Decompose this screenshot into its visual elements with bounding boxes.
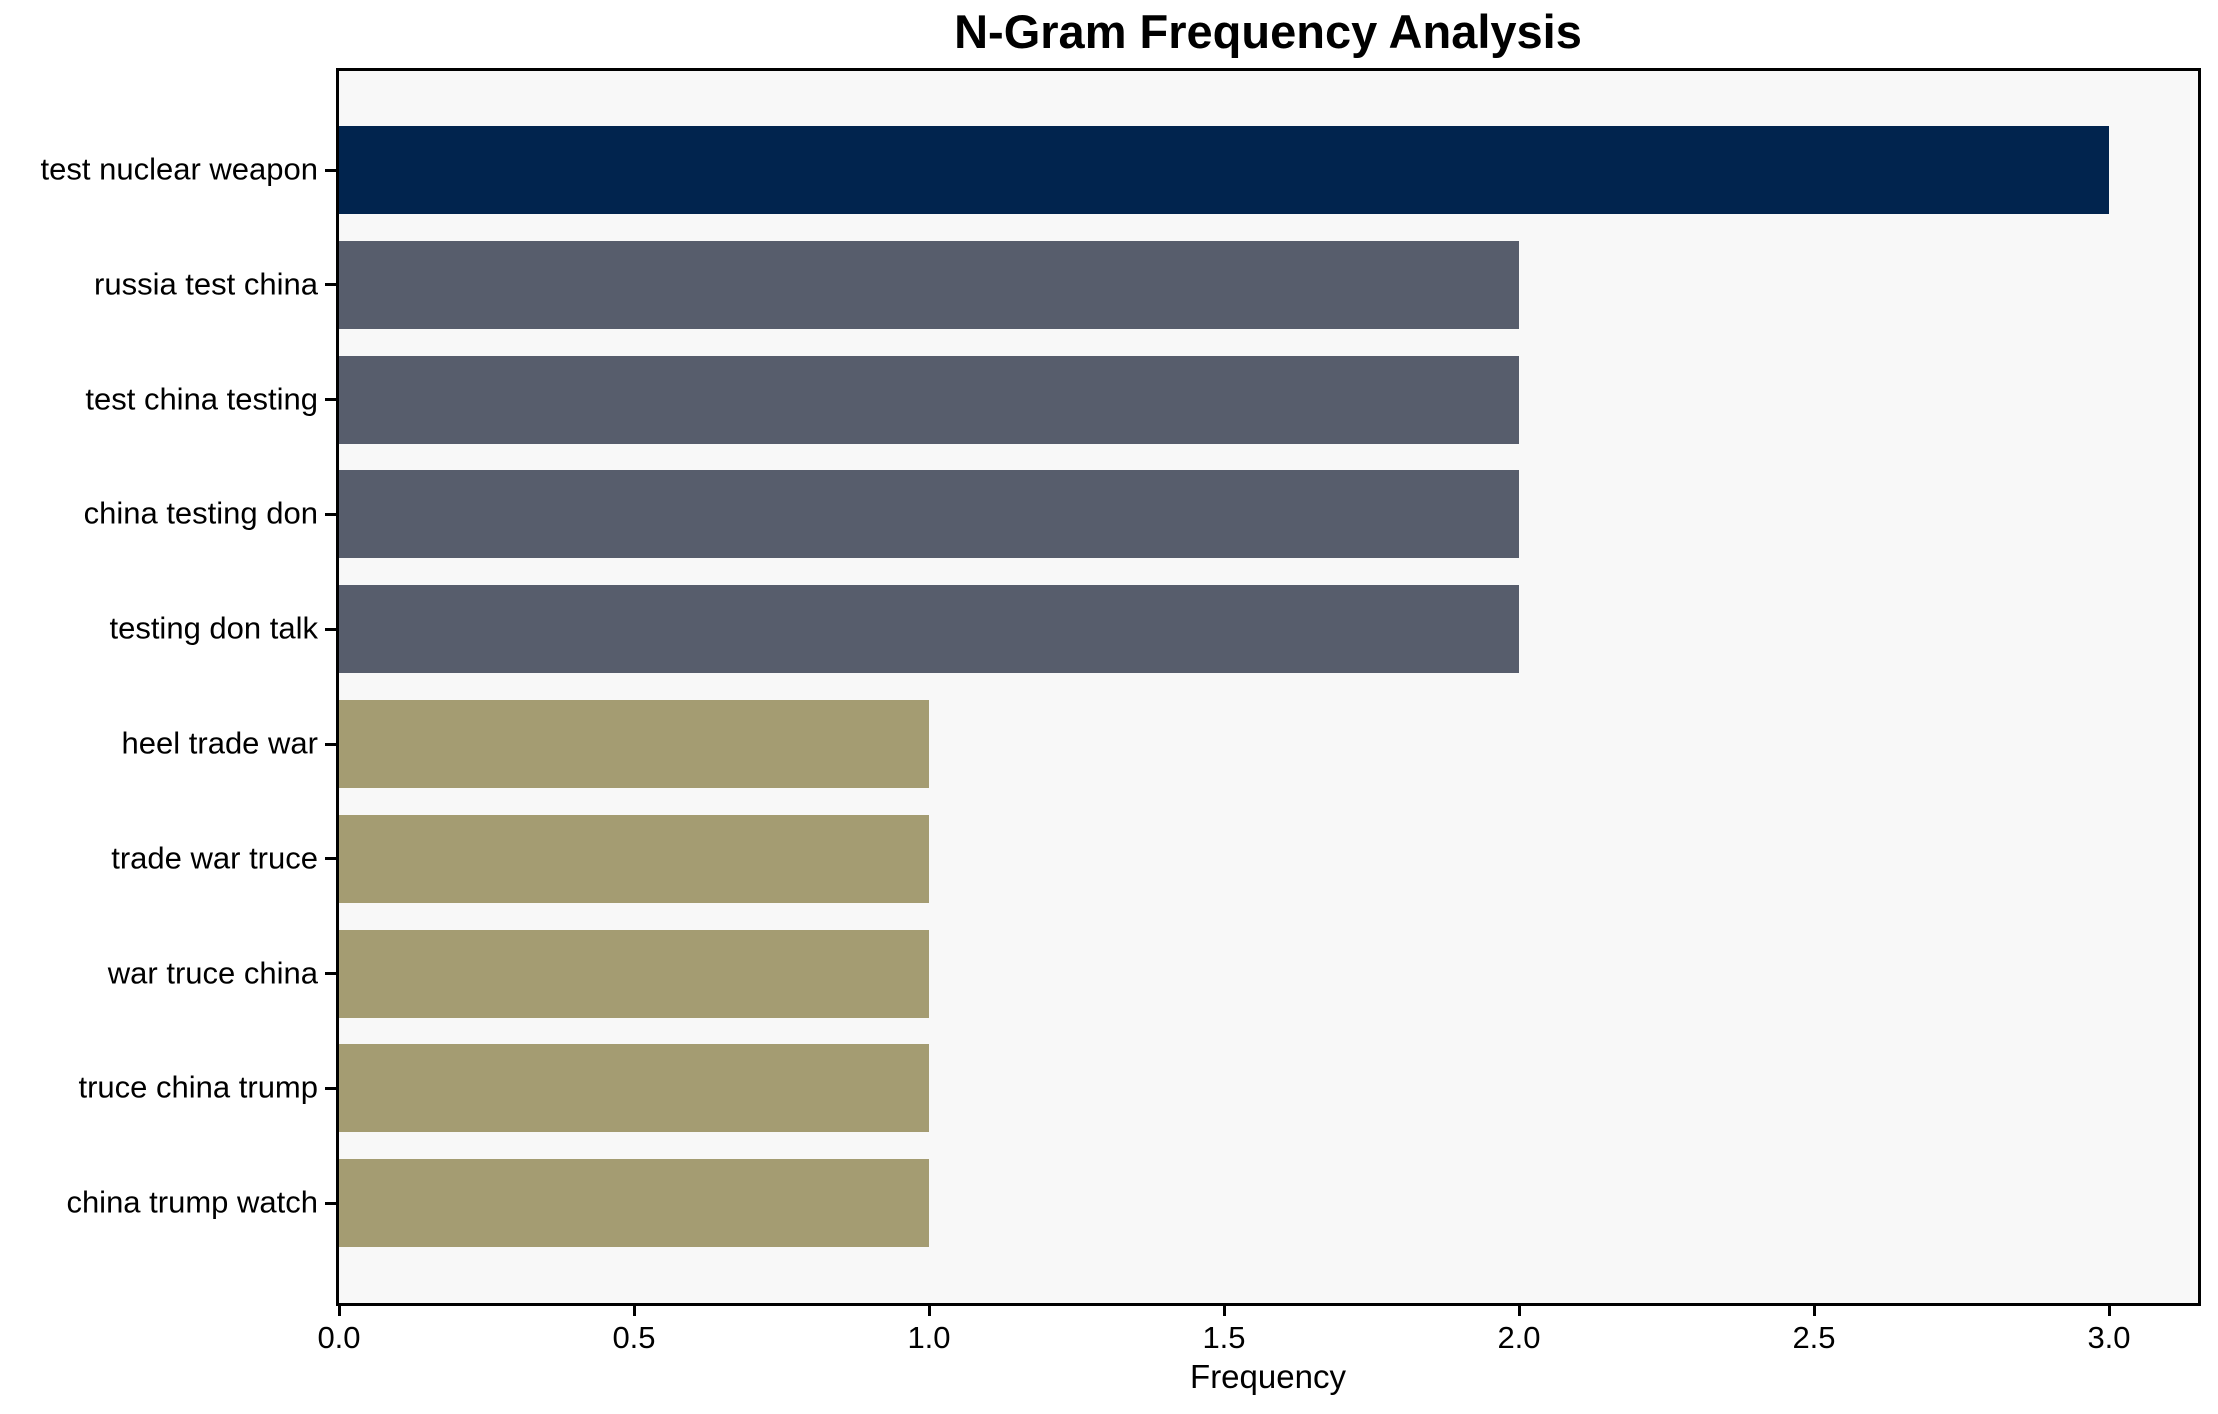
y-axis-label: china testing don xyxy=(83,495,318,531)
x-tick xyxy=(1517,1303,1521,1316)
y-tick xyxy=(325,512,336,516)
bar xyxy=(339,240,1519,329)
x-tick xyxy=(632,1303,636,1316)
bar xyxy=(339,1159,929,1248)
y-axis-label: china trump watch xyxy=(66,1184,318,1220)
bar xyxy=(339,700,929,788)
bar xyxy=(339,929,929,1018)
x-tick xyxy=(337,1303,341,1316)
x-tick xyxy=(2107,1303,2111,1316)
y-axis-label: heel trade war xyxy=(121,725,318,761)
y-tick xyxy=(325,1086,336,1090)
y-axis-label: truce china trump xyxy=(78,1069,319,1105)
y-tick xyxy=(325,398,336,402)
y-tick xyxy=(325,283,336,287)
x-axis-title: Frequency xyxy=(1190,1358,1346,1395)
x-tick xyxy=(1812,1303,1816,1316)
y-tick xyxy=(325,857,336,861)
y-axis-labels: test nuclear weapon russia test china test… xyxy=(0,0,318,1414)
y-axis-label: war truce china xyxy=(107,954,318,990)
bar xyxy=(339,814,929,903)
x-tick-label: 3.0 xyxy=(2087,1320,2131,1355)
x-tick-label: 1.5 xyxy=(1202,1320,1246,1355)
bar xyxy=(339,355,1519,444)
bar xyxy=(339,1044,929,1133)
x-tick-label: 0.0 xyxy=(317,1320,361,1355)
bar xyxy=(339,585,1519,674)
x-tick-label: 2.0 xyxy=(1497,1320,1541,1355)
y-tick xyxy=(325,742,336,746)
x-tick xyxy=(927,1303,931,1316)
y-axis-label: testing don talk xyxy=(109,610,318,646)
y-axis-label: test nuclear weapon xyxy=(40,151,318,187)
y-tick xyxy=(325,1201,336,1205)
y-tick xyxy=(325,627,336,631)
y-tick xyxy=(325,972,336,976)
y-axis-label: trade war truce xyxy=(111,840,318,876)
bar xyxy=(339,470,1519,559)
y-axis-label: test china testing xyxy=(85,380,318,416)
plot-area xyxy=(336,68,2201,1306)
x-tick-label: 0.5 xyxy=(612,1320,656,1355)
x-tick xyxy=(1222,1303,1226,1316)
chart-title: N-Gram Frequency Analysis xyxy=(954,5,1582,58)
bar xyxy=(339,126,2109,214)
x-tick-label: 1.0 xyxy=(907,1320,951,1355)
y-tick xyxy=(325,168,336,172)
x-tick-label: 2.5 xyxy=(1792,1320,1836,1355)
y-axis-label: russia test china xyxy=(94,266,318,302)
